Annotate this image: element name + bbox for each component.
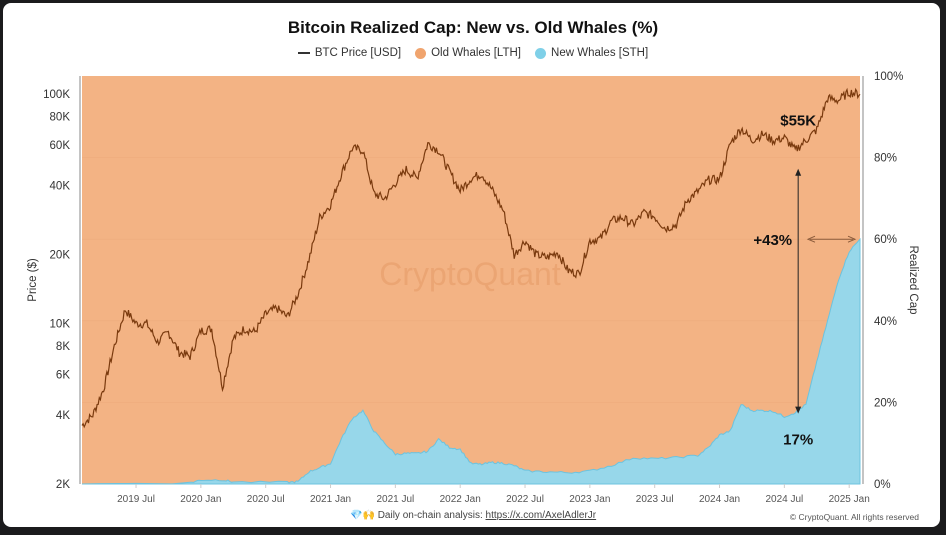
arrow-head-left-icon bbox=[806, 235, 816, 243]
y-left-tick-label: 2K bbox=[56, 479, 70, 491]
arrow-head-down-icon bbox=[795, 406, 802, 414]
annotation-17pct: 17% bbox=[783, 432, 813, 449]
x-tick-label: 2023 Jul bbox=[636, 494, 674, 505]
y-right-tick-label: 100% bbox=[874, 71, 903, 83]
line-swatch-icon bbox=[297, 52, 310, 54]
btc-price-line bbox=[81, 87, 861, 429]
y-right-tick-label: 0% bbox=[874, 479, 891, 491]
x-tick-label: 2021 Jan bbox=[310, 494, 351, 505]
footer: 💎🙌 Daily on-chain analysis: https://x.co… bbox=[350, 510, 596, 521]
x-tick-label: 2022 Jan bbox=[440, 494, 481, 505]
arrow-head-right-icon bbox=[847, 235, 857, 243]
blue-dot-icon bbox=[535, 47, 547, 59]
x-tick-label: 2023 Jan bbox=[569, 494, 610, 505]
y-left-tick-label: 80K bbox=[50, 111, 71, 123]
y-right-label: Realized Cap bbox=[907, 245, 919, 314]
x-tick-label: 2024 Jul bbox=[765, 494, 803, 505]
author-link[interactable]: https://x.com/AxelAdlerJr bbox=[485, 510, 597, 521]
legend-new-whales[interactable]: New Whales [STH] bbox=[535, 47, 648, 59]
copyright: © CryptoQuant. All rights reserved bbox=[789, 512, 919, 522]
y-left-tick-label: 10K bbox=[50, 319, 71, 331]
chart-title: Bitcoin Realized Cap: New vs. Old Whales… bbox=[287, 18, 659, 37]
y-left-tick-label: 60K bbox=[50, 140, 71, 152]
x-tick-label: 2025 Jan bbox=[829, 494, 870, 505]
x-tick-label: 2022 Jul bbox=[506, 494, 544, 505]
new-whales-area bbox=[81, 237, 861, 485]
legend-btc-price[interactable]: BTC Price [USD] bbox=[297, 47, 401, 59]
legend-old-whales[interactable]: Old Whales [LTH] bbox=[415, 47, 521, 59]
orange-dot-icon bbox=[415, 47, 427, 59]
annotation-plus43: +43% bbox=[753, 232, 792, 249]
annotation-55k: $55K bbox=[780, 113, 816, 130]
y-left-tick-label: 4K bbox=[56, 410, 70, 422]
legend: BTC Price [USD] Old Whales [LTH] New Wha… bbox=[0, 47, 946, 59]
y-left-tick-label: 6K bbox=[56, 370, 70, 382]
x-tick-label: 2019 Jul bbox=[117, 494, 155, 505]
y-left-tick-label: 100K bbox=[43, 89, 70, 101]
y-right-tick-label: 20% bbox=[874, 397, 897, 409]
x-tick-label: 2020 Jan bbox=[180, 494, 221, 505]
y-right-tick-label: 40% bbox=[874, 316, 897, 328]
y-left-tick-label: 40K bbox=[50, 180, 71, 192]
footer-text: Daily on-chain analysis: bbox=[377, 510, 486, 521]
x-tick-label: 2020 Jul bbox=[247, 494, 285, 505]
diamond-hands-icon: 💎🙌 bbox=[350, 510, 375, 521]
x-tick-label: 2021 Jul bbox=[376, 494, 414, 505]
x-tick-label: 2024 Jan bbox=[699, 494, 740, 505]
y-left-tick-label: 20K bbox=[50, 250, 71, 262]
y-right-tick-label: 80% bbox=[874, 153, 897, 165]
watermark: CryptoQuant bbox=[379, 256, 561, 292]
arrow-head-up-icon bbox=[795, 168, 802, 176]
y-left-tick-label: 8K bbox=[56, 341, 70, 353]
y-right-tick-label: 60% bbox=[874, 234, 897, 246]
y-left-label: Price ($) bbox=[27, 258, 39, 302]
